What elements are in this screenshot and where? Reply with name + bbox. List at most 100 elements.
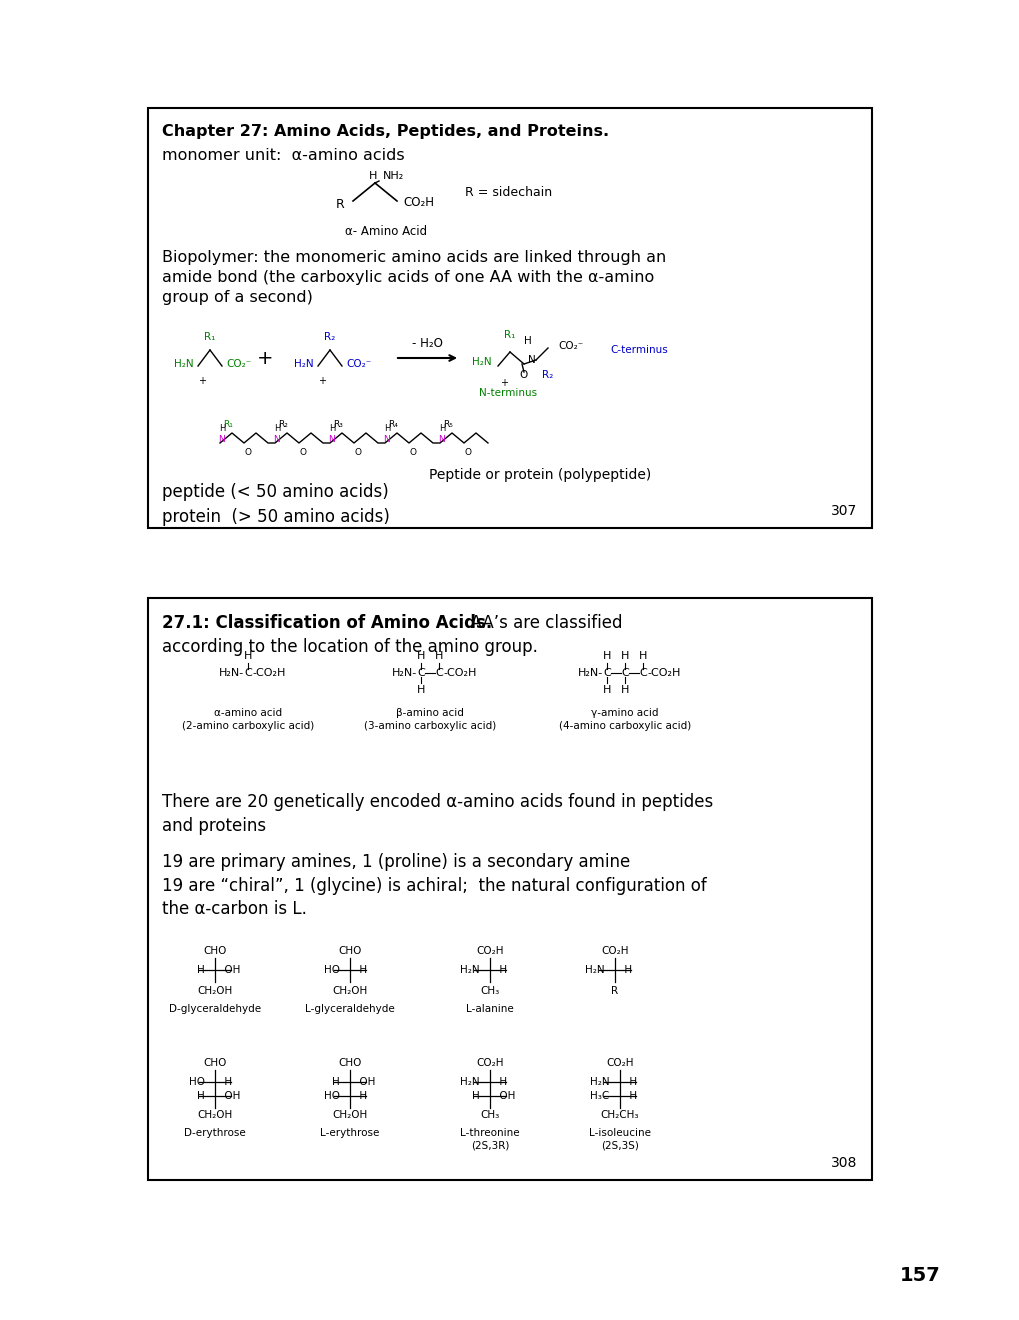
Text: CO₂⁻: CO₂⁻ xyxy=(226,359,251,370)
Text: L-erythrose: L-erythrose xyxy=(320,1129,379,1138)
Text: R₂: R₂ xyxy=(278,420,287,429)
Text: —H: —H xyxy=(350,1092,368,1101)
Text: H: H xyxy=(524,337,531,346)
Text: H: H xyxy=(417,651,425,661)
Text: (2S,3R): (2S,3R) xyxy=(471,1140,508,1150)
Text: C-terminus: C-terminus xyxy=(609,345,667,355)
Text: (2S,3S): (2S,3S) xyxy=(600,1140,638,1150)
Text: D-erythrose: D-erythrose xyxy=(184,1129,246,1138)
Text: H: H xyxy=(273,424,280,433)
Text: H₂N—: H₂N— xyxy=(585,965,614,975)
Text: β-amino acid: β-amino acid xyxy=(395,708,464,718)
Text: N-terminus: N-terminus xyxy=(479,388,537,399)
Text: R₅: R₅ xyxy=(442,420,452,429)
Text: H: H xyxy=(621,685,629,696)
Text: H₂N—: H₂N— xyxy=(460,965,489,975)
Text: HO—: HO— xyxy=(323,1092,350,1101)
Text: R₂: R₂ xyxy=(542,370,553,380)
Text: (3-amino carboxylic acid): (3-amino carboxylic acid) xyxy=(364,721,495,731)
Text: peptide (< 50 amino acids)
protein  (> 50 amino acids): peptide (< 50 amino acids) protein (> 50… xyxy=(162,483,389,525)
Text: H₂N: H₂N xyxy=(294,359,314,370)
Text: —OH: —OH xyxy=(350,1077,376,1086)
Text: —H: —H xyxy=(614,965,633,975)
Text: CHO: CHO xyxy=(203,1059,226,1068)
Text: -CO₂H: -CO₂H xyxy=(252,668,285,678)
Text: +: + xyxy=(198,376,206,385)
Text: (2-amino carboxylic acid): (2-amino carboxylic acid) xyxy=(181,721,314,731)
Text: C: C xyxy=(244,668,252,678)
Text: 157: 157 xyxy=(899,1266,940,1284)
Text: R₁: R₁ xyxy=(223,420,232,429)
Text: H: H xyxy=(219,424,225,433)
Text: H: H xyxy=(328,424,335,433)
Text: R₁: R₁ xyxy=(204,333,215,342)
Text: C: C xyxy=(602,668,610,678)
Text: C: C xyxy=(417,668,425,678)
Text: —H: —H xyxy=(489,965,507,975)
Text: CH₂OH: CH₂OH xyxy=(198,1110,232,1119)
Text: H: H xyxy=(368,172,377,181)
Text: O: O xyxy=(355,447,361,457)
Text: HO—: HO— xyxy=(323,965,350,975)
Text: O: O xyxy=(520,370,528,380)
Text: N: N xyxy=(328,436,335,445)
Text: CH₃: CH₃ xyxy=(480,986,499,997)
Text: (4-amino carboxylic acid): (4-amino carboxylic acid) xyxy=(558,721,691,731)
Text: H₃C—: H₃C— xyxy=(590,1092,620,1101)
Text: —H: —H xyxy=(215,1077,233,1086)
Text: L-glyceraldehyde: L-glyceraldehyde xyxy=(305,1005,394,1014)
Text: H: H xyxy=(438,424,444,433)
Text: H—: H— xyxy=(197,965,215,975)
Text: L-threonine: L-threonine xyxy=(460,1129,520,1138)
Text: C: C xyxy=(435,668,442,678)
Text: +: + xyxy=(499,378,507,388)
Bar xyxy=(148,108,871,528)
Text: H: H xyxy=(383,424,390,433)
Text: CO₂H: CO₂H xyxy=(403,197,433,210)
Bar xyxy=(148,598,871,1180)
Text: L-isoleucine: L-isoleucine xyxy=(588,1129,650,1138)
Text: H: H xyxy=(244,651,252,661)
Text: R₁: R₁ xyxy=(503,330,516,341)
Text: CO₂H: CO₂H xyxy=(476,946,503,956)
Text: γ-amino acid: γ-amino acid xyxy=(591,708,658,718)
Text: CO₂H: CO₂H xyxy=(605,1059,633,1068)
Text: H₂N-: H₂N- xyxy=(577,668,602,678)
Text: CHO: CHO xyxy=(203,946,226,956)
Text: H: H xyxy=(621,651,629,661)
Text: —H: —H xyxy=(489,1077,507,1086)
Text: H₂N—: H₂N— xyxy=(589,1077,620,1086)
Text: CH₂OH: CH₂OH xyxy=(198,986,232,997)
Text: CH₂OH: CH₂OH xyxy=(332,1110,367,1119)
Text: Chapter 27: Amino Acids, Peptides, and Proteins.: Chapter 27: Amino Acids, Peptides, and P… xyxy=(162,124,608,139)
Text: N: N xyxy=(273,436,280,445)
Text: —OH: —OH xyxy=(215,965,242,975)
Text: R: R xyxy=(610,986,618,997)
Text: R₃: R₃ xyxy=(333,420,342,429)
Text: H₂N: H₂N xyxy=(174,359,194,370)
Text: H: H xyxy=(602,651,610,661)
Text: +: + xyxy=(257,348,273,367)
Text: —OH: —OH xyxy=(215,1092,242,1101)
Text: C: C xyxy=(639,668,646,678)
Text: H—: H— xyxy=(331,1077,350,1086)
Text: R = sidechain: R = sidechain xyxy=(465,186,551,199)
Text: - H₂O: - H₂O xyxy=(412,337,442,350)
Text: CHO: CHO xyxy=(338,946,362,956)
Text: H₂N-: H₂N- xyxy=(391,668,417,678)
Text: O: O xyxy=(245,447,252,457)
Text: O: O xyxy=(464,447,471,457)
Text: α-amino acid: α-amino acid xyxy=(214,708,282,718)
Text: CO₂⁻: CO₂⁻ xyxy=(345,359,371,370)
Text: R₄: R₄ xyxy=(387,420,397,429)
Text: —H: —H xyxy=(350,965,368,975)
Text: N: N xyxy=(438,436,445,445)
Text: CH₂CH₃: CH₂CH₃ xyxy=(600,1110,639,1119)
Text: CHO: CHO xyxy=(338,1059,362,1068)
Text: Biopolymer: the monomeric amino acids are linked through an
amide bond (the carb: Biopolymer: the monomeric amino acids ar… xyxy=(162,249,665,305)
Text: O: O xyxy=(300,447,306,457)
Text: AA’s are classified: AA’s are classified xyxy=(460,614,622,632)
Text: H₂N—: H₂N— xyxy=(460,1077,489,1086)
Text: N: N xyxy=(218,436,225,445)
Text: C: C xyxy=(621,668,629,678)
